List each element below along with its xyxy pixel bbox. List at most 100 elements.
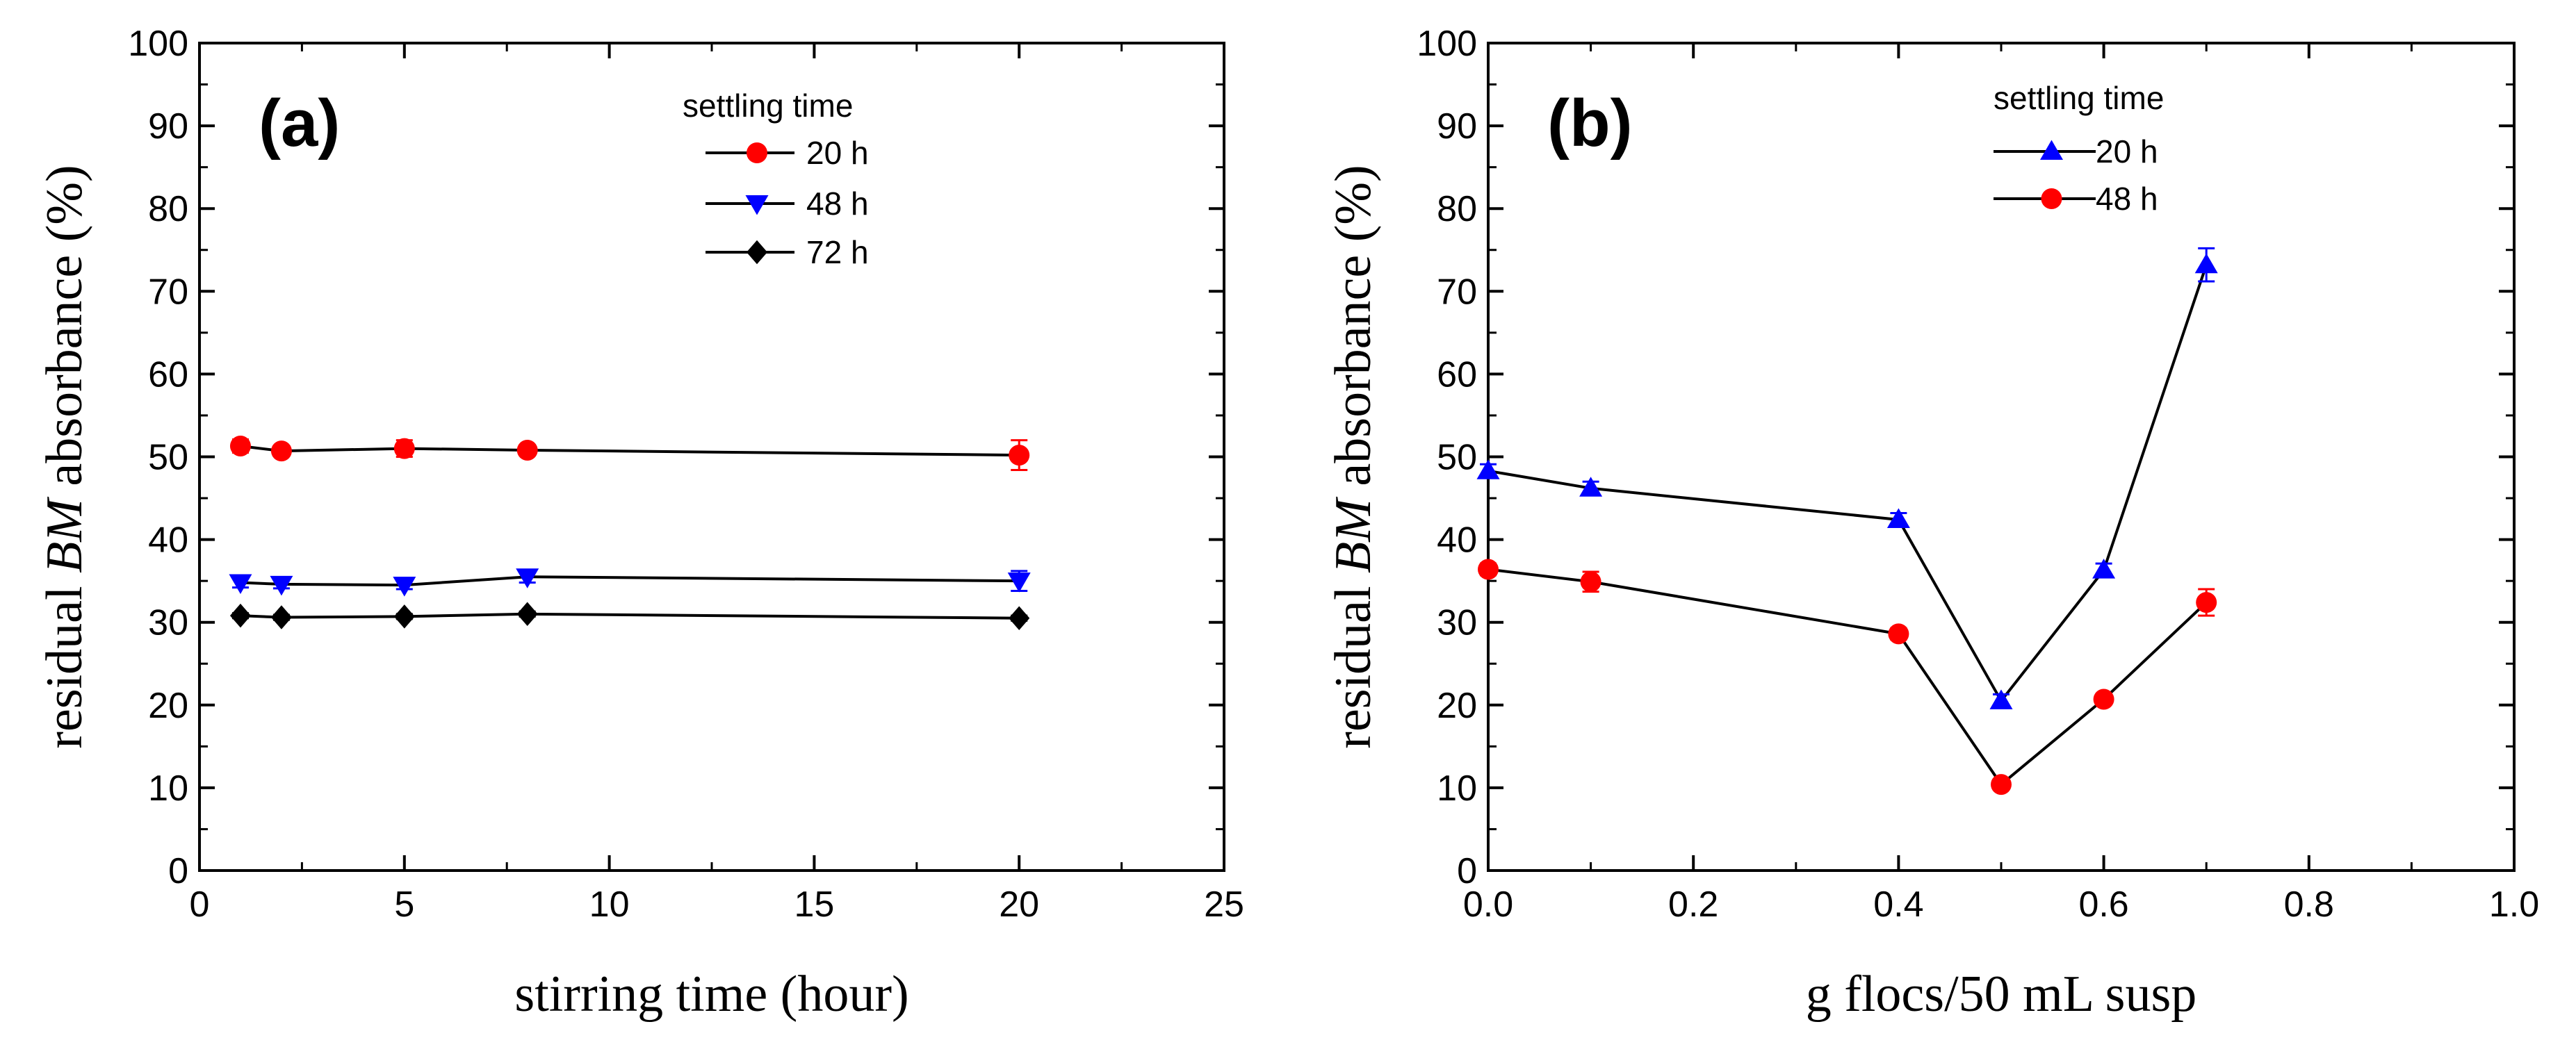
y-tick-label: 10 — [148, 768, 188, 809]
legend-marker — [2040, 140, 2063, 160]
x-tick-label: 1.0 — [2489, 884, 2539, 925]
y-axis-title: residual BM absorbance (%) — [1325, 165, 1382, 748]
y-tick-label: 70 — [1437, 272, 1477, 312]
data-point — [1886, 508, 1910, 529]
y-tick-label: 80 — [148, 189, 188, 229]
data-point — [1009, 445, 1030, 466]
data-point — [270, 605, 292, 629]
data-point — [229, 436, 251, 457]
series-line — [1487, 568, 2208, 787]
y-tick-label: 20 — [148, 686, 188, 726]
plot-frame — [1487, 42, 2516, 872]
data-point — [1478, 559, 1499, 580]
x-tick-label: 0.0 — [1463, 884, 1513, 925]
legend-label: 20 h — [806, 135, 869, 171]
chart-panel-2: 0 10 20 30 40 50 60 70 80 90 100 0.0 0.2 0.4 0.6 0.8 1.0… — [1325, 24, 2539, 1023]
data-point — [1579, 477, 1603, 497]
data-point — [2092, 559, 2116, 579]
series-line — [1487, 264, 2208, 704]
legend-title: settling time — [683, 88, 853, 124]
chart-panel-1: 0 10 20 30 40 50 60 70 80 90 100 0 5 10 15 20 25 stirring… — [36, 24, 1244, 1023]
y-tick-label: 40 — [148, 520, 188, 561]
legend-label: 48 h — [806, 186, 869, 222]
y-tick-label: 20 — [1437, 686, 1477, 726]
legend: settling time 20 h 48 h — [1994, 80, 2164, 217]
series-20-h — [1476, 247, 2218, 709]
legend-label: 48 h — [2096, 181, 2158, 217]
x-tick-label: 25 — [1204, 884, 1244, 925]
x-axis-title: g flocs/50 mL susp — [1806, 966, 2197, 1023]
data-point — [229, 603, 251, 628]
data-point — [516, 602, 538, 627]
data-point — [270, 575, 293, 596]
data-point — [2194, 253, 2218, 274]
y-tick-label: 0 — [1457, 851, 1477, 891]
series-48-h — [229, 568, 1031, 597]
y-tick-label: 30 — [1437, 603, 1477, 643]
y-tick-label: 0 — [168, 851, 188, 891]
y-axis-title-part: residual — [1325, 573, 1382, 749]
y-tick-label: 60 — [1437, 354, 1477, 395]
y-tick-label: 30 — [148, 603, 188, 643]
y-tick-label: 50 — [148, 438, 188, 478]
x-tick-label: 10 — [589, 884, 630, 925]
x-axis-title: stirring time (hour) — [514, 966, 908, 1023]
y-tick-label: 10 — [1437, 768, 1477, 809]
data-point — [2093, 689, 2114, 710]
x-tick-label: 15 — [794, 884, 834, 925]
data-point — [1580, 571, 1601, 593]
y-axis-title-part: residual — [36, 573, 93, 749]
panel-label: (b) — [1547, 86, 1633, 160]
y-tick-label: 60 — [148, 354, 188, 395]
series-line — [240, 575, 1020, 587]
y-tick-label: 80 — [1437, 189, 1477, 229]
legend-title: settling time — [1994, 80, 2164, 116]
data-point — [270, 440, 292, 462]
legend-marker — [747, 240, 767, 265]
data-point — [516, 439, 538, 461]
data-point — [1476, 459, 1500, 479]
legend-marker — [2041, 188, 2062, 209]
data-point — [1991, 774, 2012, 795]
y-tick-label: 40 — [1437, 520, 1477, 561]
y-axis-title-part: absorbance (%) — [36, 165, 93, 499]
x-tick-label: 20 — [999, 884, 1039, 925]
data-point — [1989, 689, 2013, 709]
y-axis-title-italic: BM — [1325, 496, 1382, 573]
series-line — [240, 612, 1020, 620]
series-48-h — [1478, 559, 2217, 795]
y-tick-label: 70 — [148, 272, 188, 312]
x-tick-label: 5 — [394, 884, 414, 925]
legend-marker — [745, 195, 769, 215]
y-tick-label: 90 — [1437, 106, 1477, 147]
data-point — [393, 604, 415, 629]
y-tick-label: 100 — [1417, 24, 1477, 64]
legend-label: 72 h — [806, 234, 869, 270]
x-tick-label: 0.4 — [1873, 884, 1923, 925]
data-point — [1007, 572, 1031, 593]
y-axis-title-part: absorbance (%) — [1325, 165, 1382, 499]
y-tick-label: 50 — [1437, 438, 1477, 478]
y-axis-title: residual BM absorbance (%) — [36, 165, 93, 748]
x-tick-label: 0 — [190, 884, 210, 925]
data-point — [2196, 592, 2217, 613]
panel-label: (a) — [259, 86, 340, 160]
x-tick-label: 0.2 — [1668, 884, 1718, 925]
data-point — [1009, 606, 1030, 630]
data-point — [393, 438, 415, 459]
data-point — [393, 577, 416, 597]
series-line — [240, 445, 1020, 457]
data-point — [229, 574, 252, 595]
legend: settling time 20 h 48 h 72 h — [683, 88, 869, 270]
legend-label: 20 h — [2096, 133, 2158, 170]
y-axis-title-italic: BM — [36, 496, 93, 573]
series-72-h — [229, 602, 1030, 630]
plot-frame — [198, 42, 1225, 872]
legend-marker — [747, 142, 767, 163]
series-20-h — [229, 436, 1030, 472]
y-tick-label: 90 — [148, 106, 188, 147]
y-tick-label: 100 — [128, 24, 188, 64]
data-point — [516, 568, 539, 588]
x-tick-label: 0.6 — [2078, 884, 2128, 925]
